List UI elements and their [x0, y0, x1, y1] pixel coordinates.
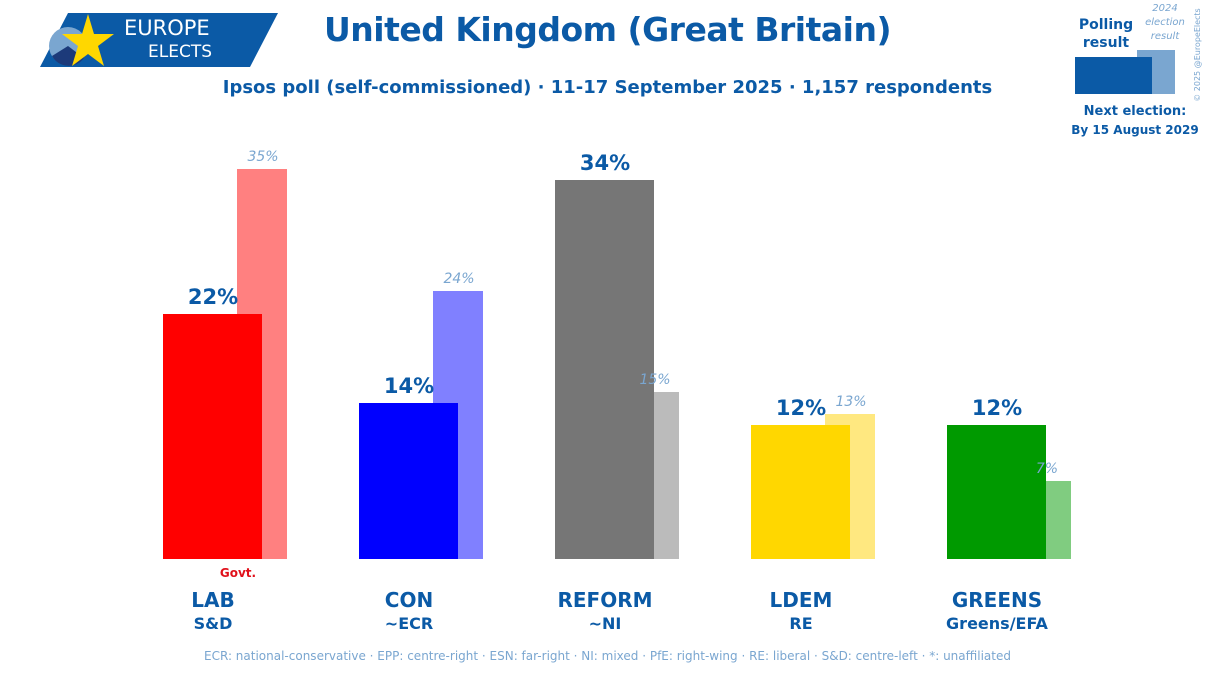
party-group: RE [789, 614, 813, 633]
party-name: GREENS [951, 588, 1043, 612]
legend-previous-line2: election [1145, 17, 1185, 28]
party-group: ~ECR [384, 614, 434, 633]
party-name: REFORM [557, 588, 653, 612]
previous-value-label: 13% [835, 394, 867, 411]
logo: EUROPE ELECTS [38, 12, 280, 68]
previous-value-label: 7% [1035, 460, 1059, 477]
previous-value-label: 24% [443, 271, 475, 288]
party-group: S&D [193, 614, 233, 633]
copyright: © 2025 @EuropeElects [1193, 8, 1202, 102]
party-name: CON [384, 588, 434, 612]
legend-polling-label: Polling result [1078, 17, 1134, 51]
party-name: LAB [191, 588, 235, 612]
next-election-label: Next election: [1083, 104, 1187, 119]
party-group: ~NI [588, 614, 622, 633]
legend: Polling result 2024 election result © 20… [1060, 0, 1215, 140]
polling-value-label: 12% [971, 396, 1023, 421]
party-group: Greens/EFA [946, 614, 1048, 633]
next-election-date: By 15 August 2029 [1071, 123, 1199, 137]
polling-bar-reform [555, 179, 654, 559]
logo-graphic [40, 13, 278, 67]
logo-text-europe: EUROPE [124, 16, 210, 40]
legend-previous-line3: result [1150, 31, 1180, 42]
polling-value-label: 12% [775, 396, 827, 421]
legend-previous-line1: 2024 [1152, 3, 1178, 14]
chart-title: United Kingdom (Great Britain) [323, 10, 892, 49]
logo-text-elects: ELECTS [148, 42, 212, 62]
party-name: LDEM [769, 588, 833, 612]
polling-bar-greens [947, 425, 1046, 559]
footer-legend: ECR: national-conservative · EPP: centre… [204, 649, 1011, 663]
polling-bar-lab [163, 313, 262, 559]
polling-bar-ldem [751, 425, 850, 559]
polling-value-label: 22% [187, 284, 239, 309]
legend-polling-swatch [1075, 57, 1152, 94]
polling-bar-con [359, 402, 458, 559]
chart-subtitle: Ipsos poll (self-commissioned) · 11-17 S… [222, 77, 993, 98]
previous-value-label: 35% [247, 148, 279, 165]
polling-value-label: 14% [383, 373, 435, 398]
previous-value-label: 15% [639, 371, 671, 388]
govt-annotation: Govt. [219, 566, 257, 580]
polling-value-label: 34% [579, 150, 631, 175]
